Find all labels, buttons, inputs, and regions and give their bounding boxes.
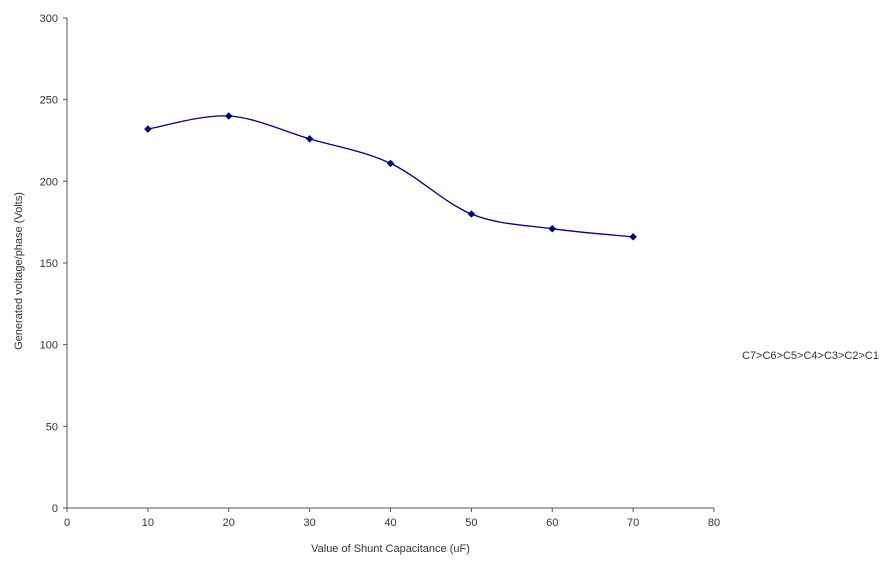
y-tick-label: 300 (40, 13, 58, 25)
series-layer (144, 112, 637, 241)
x-tick-label: 10 (142, 517, 154, 529)
legend-label: C7>C6>C5>C4>C3>C2>C1 (742, 350, 879, 362)
y-tick-label: 0 (52, 503, 58, 515)
data-point-marker (144, 125, 152, 133)
y-axis-ticks: 0 50 100 150 200 250 300 (40, 13, 67, 515)
data-point-marker (305, 135, 314, 143)
x-tick-label: 20 (223, 517, 235, 529)
y-axis-title: Generated voltage/phase (Volts) (13, 192, 25, 350)
y-tick-label: 150 (40, 258, 58, 270)
x-tick-label: 70 (627, 517, 639, 529)
x-tick-label: 60 (546, 517, 558, 529)
y-tick-label: 250 (40, 95, 58, 107)
x-tick-label: 80 (708, 517, 720, 529)
x-tick-label: 50 (465, 517, 477, 529)
y-tick-label: 50 (46, 421, 58, 433)
y-tick-label: 200 (40, 176, 58, 188)
x-axis-ticks: 0 10 20 30 40 50 60 70 80 (64, 508, 720, 529)
axes (66, 18, 714, 509)
data-point-marker (548, 224, 557, 233)
series-line (147, 115, 634, 238)
data-point-marker (467, 210, 476, 218)
x-tick-label: 40 (384, 517, 396, 529)
y-tick-label: 100 (40, 340, 58, 352)
data-point-marker (224, 112, 233, 120)
x-axis-title: Value of Shunt Capacitance (uF) (311, 543, 470, 555)
x-tick-label: 30 (304, 517, 316, 529)
data-point-marker (386, 159, 395, 168)
x-tick-label: 0 (64, 517, 70, 529)
data-point-marker (629, 233, 637, 241)
